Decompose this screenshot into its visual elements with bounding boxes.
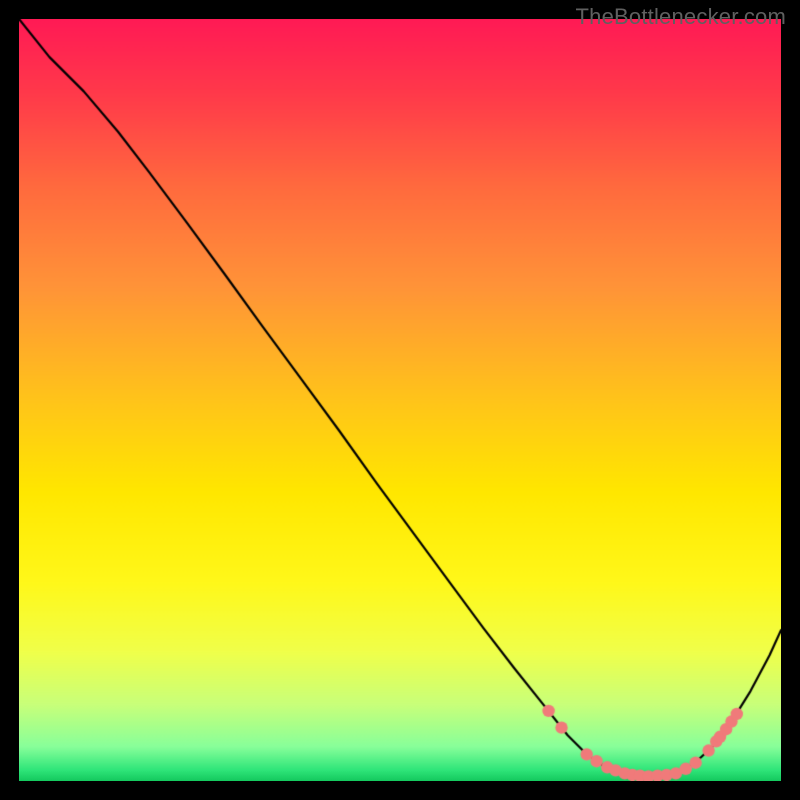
bottleneck-curve	[19, 19, 781, 781]
watermark-text: TheBottlenecker.com	[576, 4, 786, 30]
chart-container: TheBottlenecker.com	[0, 0, 800, 800]
